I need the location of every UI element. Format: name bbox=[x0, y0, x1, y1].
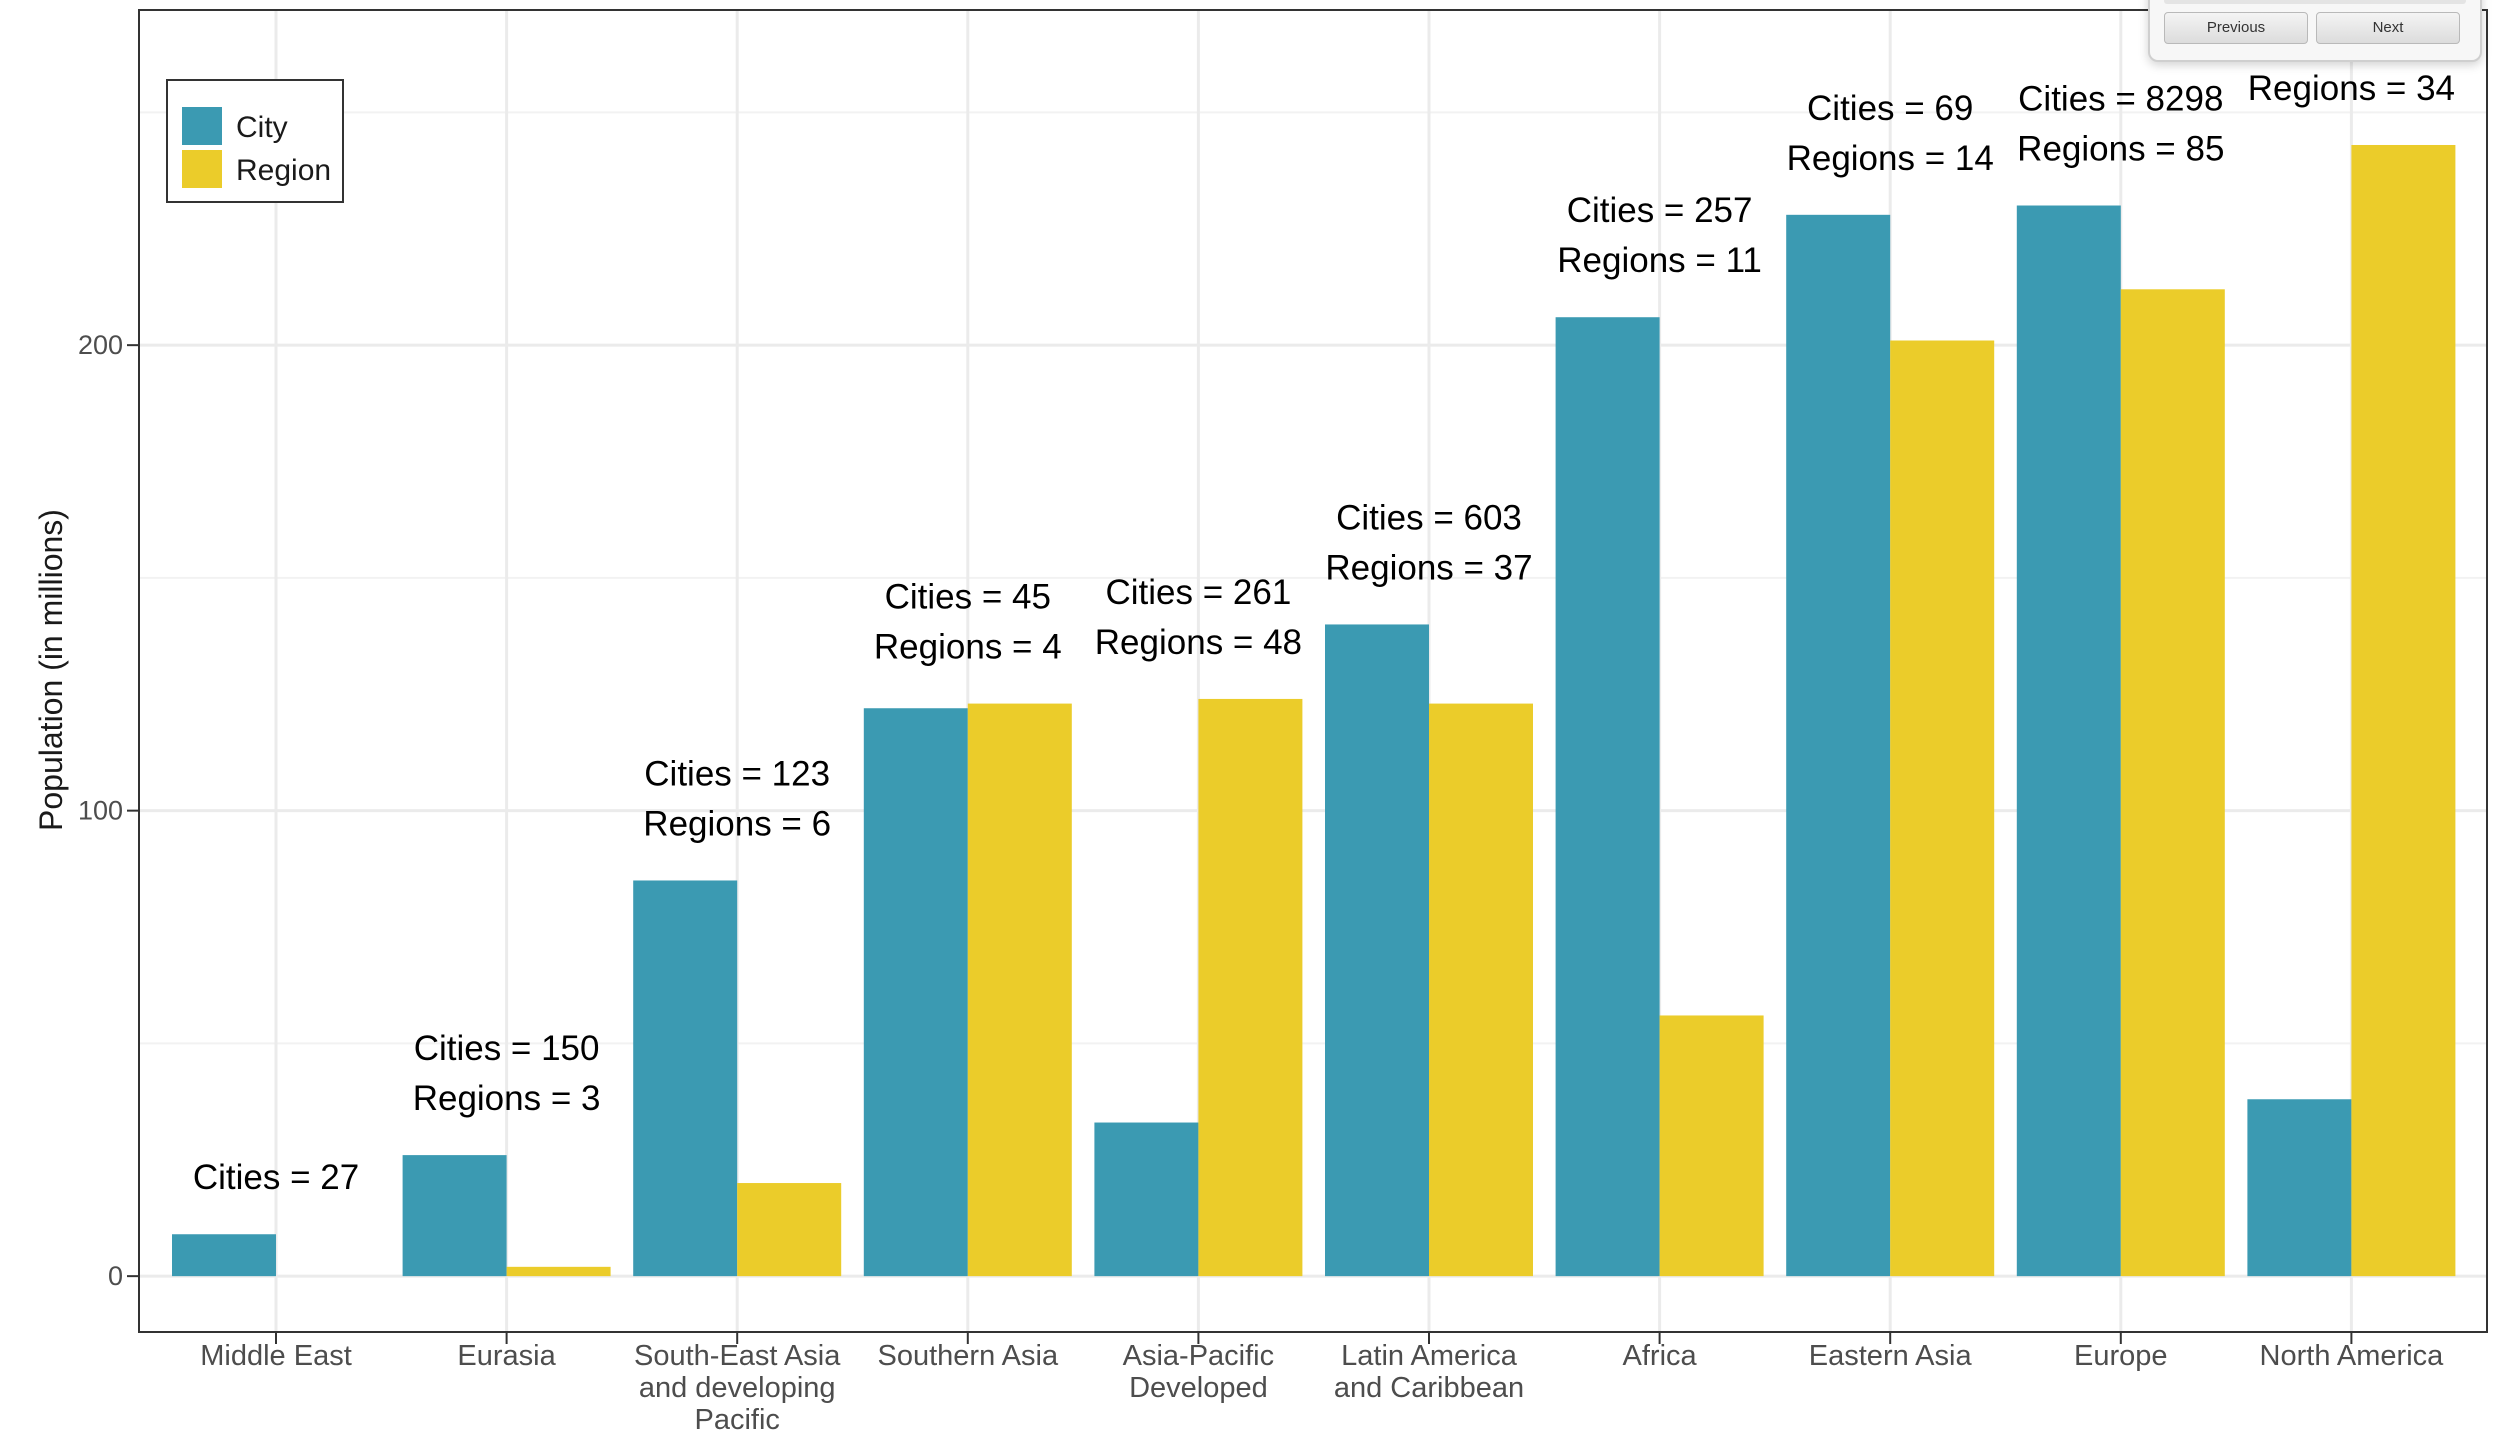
x-tick-label: Eastern Asia bbox=[1809, 1340, 1973, 1372]
bar-region bbox=[2351, 144, 2456, 1277]
annotation-cities: Cities = 27 bbox=[193, 1158, 359, 1197]
bar-region bbox=[506, 1266, 611, 1277]
legend-label-region: Region bbox=[236, 154, 331, 187]
annotation-cities: Cities = 257 bbox=[1567, 191, 1753, 230]
bar-city bbox=[2247, 1099, 2352, 1277]
x-tick-label: South-East Asia and developing Pacific bbox=[634, 1340, 841, 1436]
x-tick-label: North America bbox=[2260, 1340, 2445, 1372]
x-tick-label: Southern Asia bbox=[878, 1340, 1059, 1372]
y-axis-label: Population (in millions) bbox=[33, 509, 69, 831]
annotation-cities: Cities = 603 bbox=[1336, 498, 1522, 537]
annotation-cities: Cities = 150 bbox=[414, 1029, 600, 1068]
annotation-regions: Regions = 34 bbox=[2248, 69, 2455, 108]
bar-region bbox=[1659, 1015, 1764, 1277]
bar-region bbox=[1890, 340, 1995, 1277]
y-tick-label: 100 bbox=[78, 796, 123, 826]
bar-city bbox=[2016, 205, 2121, 1277]
annotation-regions: Regions = 37 bbox=[1325, 548, 1532, 587]
annotation-cities: Cities = 69 bbox=[1807, 89, 1973, 128]
bar-region bbox=[967, 703, 1072, 1277]
next-button[interactable]: Next bbox=[2316, 12, 2460, 44]
annotation-cities: Cities = 8298 bbox=[2018, 80, 2223, 119]
bar-annotations: Cities = 27 Cities = 150 Regions = 3 Cities… bbox=[193, 69, 2455, 1197]
x-axis-ticks: Middle East Eurasia South-East Asia and dev… bbox=[200, 1332, 2444, 1436]
bar-city bbox=[1555, 317, 1660, 1277]
annotation-cities: Cities = 123 bbox=[644, 754, 830, 793]
plot-panel-border bbox=[138, 9, 2488, 1333]
annotation-regions: Regions = 85 bbox=[2017, 130, 2224, 169]
navigation-popup: Previous Next bbox=[2148, 0, 2482, 62]
bar-city bbox=[1786, 214, 1891, 1277]
y-tick-label: 200 bbox=[78, 330, 123, 360]
bar-city bbox=[1325, 624, 1429, 1277]
bar-region bbox=[737, 1183, 842, 1277]
legend: City Region bbox=[166, 79, 344, 203]
bar-city bbox=[1094, 1122, 1199, 1277]
annotation-regions: Regions = 6 bbox=[643, 804, 831, 843]
annotation-regions: Regions = 4 bbox=[874, 628, 1062, 667]
y-axis-ticks: 0 100 200 bbox=[78, 330, 139, 1291]
legend-label-city: City bbox=[236, 111, 288, 144]
annotation-regions: Regions = 11 bbox=[1557, 241, 1762, 280]
previous-button[interactable]: Previous bbox=[2164, 12, 2308, 44]
annotation-regions: Regions = 48 bbox=[1095, 623, 1302, 662]
x-tick-label: Eurasia bbox=[457, 1340, 556, 1372]
annotation-cities: Cities = 261 bbox=[1105, 573, 1291, 612]
y-tick-label: 0 bbox=[108, 1261, 123, 1291]
bars bbox=[172, 144, 2456, 1277]
popup-progress-track bbox=[2164, 0, 2466, 4]
x-tick-label: Latin America and Caribbean bbox=[1334, 1340, 1524, 1404]
bar-region bbox=[1429, 703, 1533, 1277]
bar-city bbox=[402, 1155, 507, 1277]
x-tick-label: Asia-Pacific Developed bbox=[1123, 1340, 1275, 1404]
legend-swatch-city bbox=[182, 107, 222, 145]
bar-city bbox=[633, 880, 738, 1277]
annotation-regions: Regions = 14 bbox=[1787, 139, 1994, 178]
legend-swatch-region bbox=[182, 150, 222, 188]
x-tick-label: Africa bbox=[1623, 1340, 1698, 1372]
bar-city bbox=[863, 708, 968, 1277]
bar-region bbox=[1198, 698, 1303, 1277]
bar-city bbox=[172, 1234, 276, 1277]
annotation-cities: Cities = 45 bbox=[885, 578, 1051, 617]
bar-region bbox=[2120, 289, 2225, 1277]
x-tick-label: Middle East bbox=[200, 1340, 352, 1372]
annotation-regions: Regions = 3 bbox=[413, 1079, 601, 1118]
x-tick-label: Europe bbox=[2074, 1340, 2168, 1372]
